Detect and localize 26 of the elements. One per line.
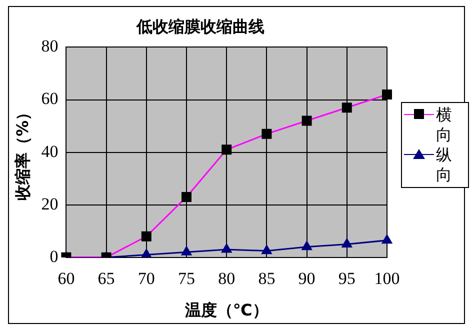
point <box>181 246 192 256</box>
chart-title: 低收缩膜收缩曲线 <box>136 16 264 36</box>
point <box>342 238 352 248</box>
y-tick-label: 80 <box>41 36 58 56</box>
point <box>262 245 272 254</box>
y-tick-label: 20 <box>41 194 58 214</box>
y-axis-title: 收缩率（%） <box>12 104 32 200</box>
x-tick-label: 60 <box>58 269 75 288</box>
y-tick-label: 40 <box>41 142 58 161</box>
point <box>141 249 152 258</box>
x-axis-title: 温度（℃） <box>184 300 268 320</box>
y-tick-label: 60 <box>41 89 58 108</box>
x-tick-label: 70 <box>138 269 155 288</box>
x-tick-label: 95 <box>338 269 356 288</box>
point <box>222 244 232 253</box>
y-tick-label: 0 <box>50 246 58 266</box>
x-tick-label: 85 <box>258 269 276 288</box>
x-tick-label: 80 <box>218 269 236 288</box>
x-tick-label: 90 <box>298 269 316 288</box>
x-tick-label: 75 <box>178 269 195 288</box>
point <box>302 241 312 250</box>
x-tick-label: 100 <box>374 269 400 288</box>
point <box>382 234 392 244</box>
legend-label: 纵向 <box>436 145 452 185</box>
x-tick-label: 65 <box>98 269 115 288</box>
legend-label: 横向 <box>436 105 452 145</box>
